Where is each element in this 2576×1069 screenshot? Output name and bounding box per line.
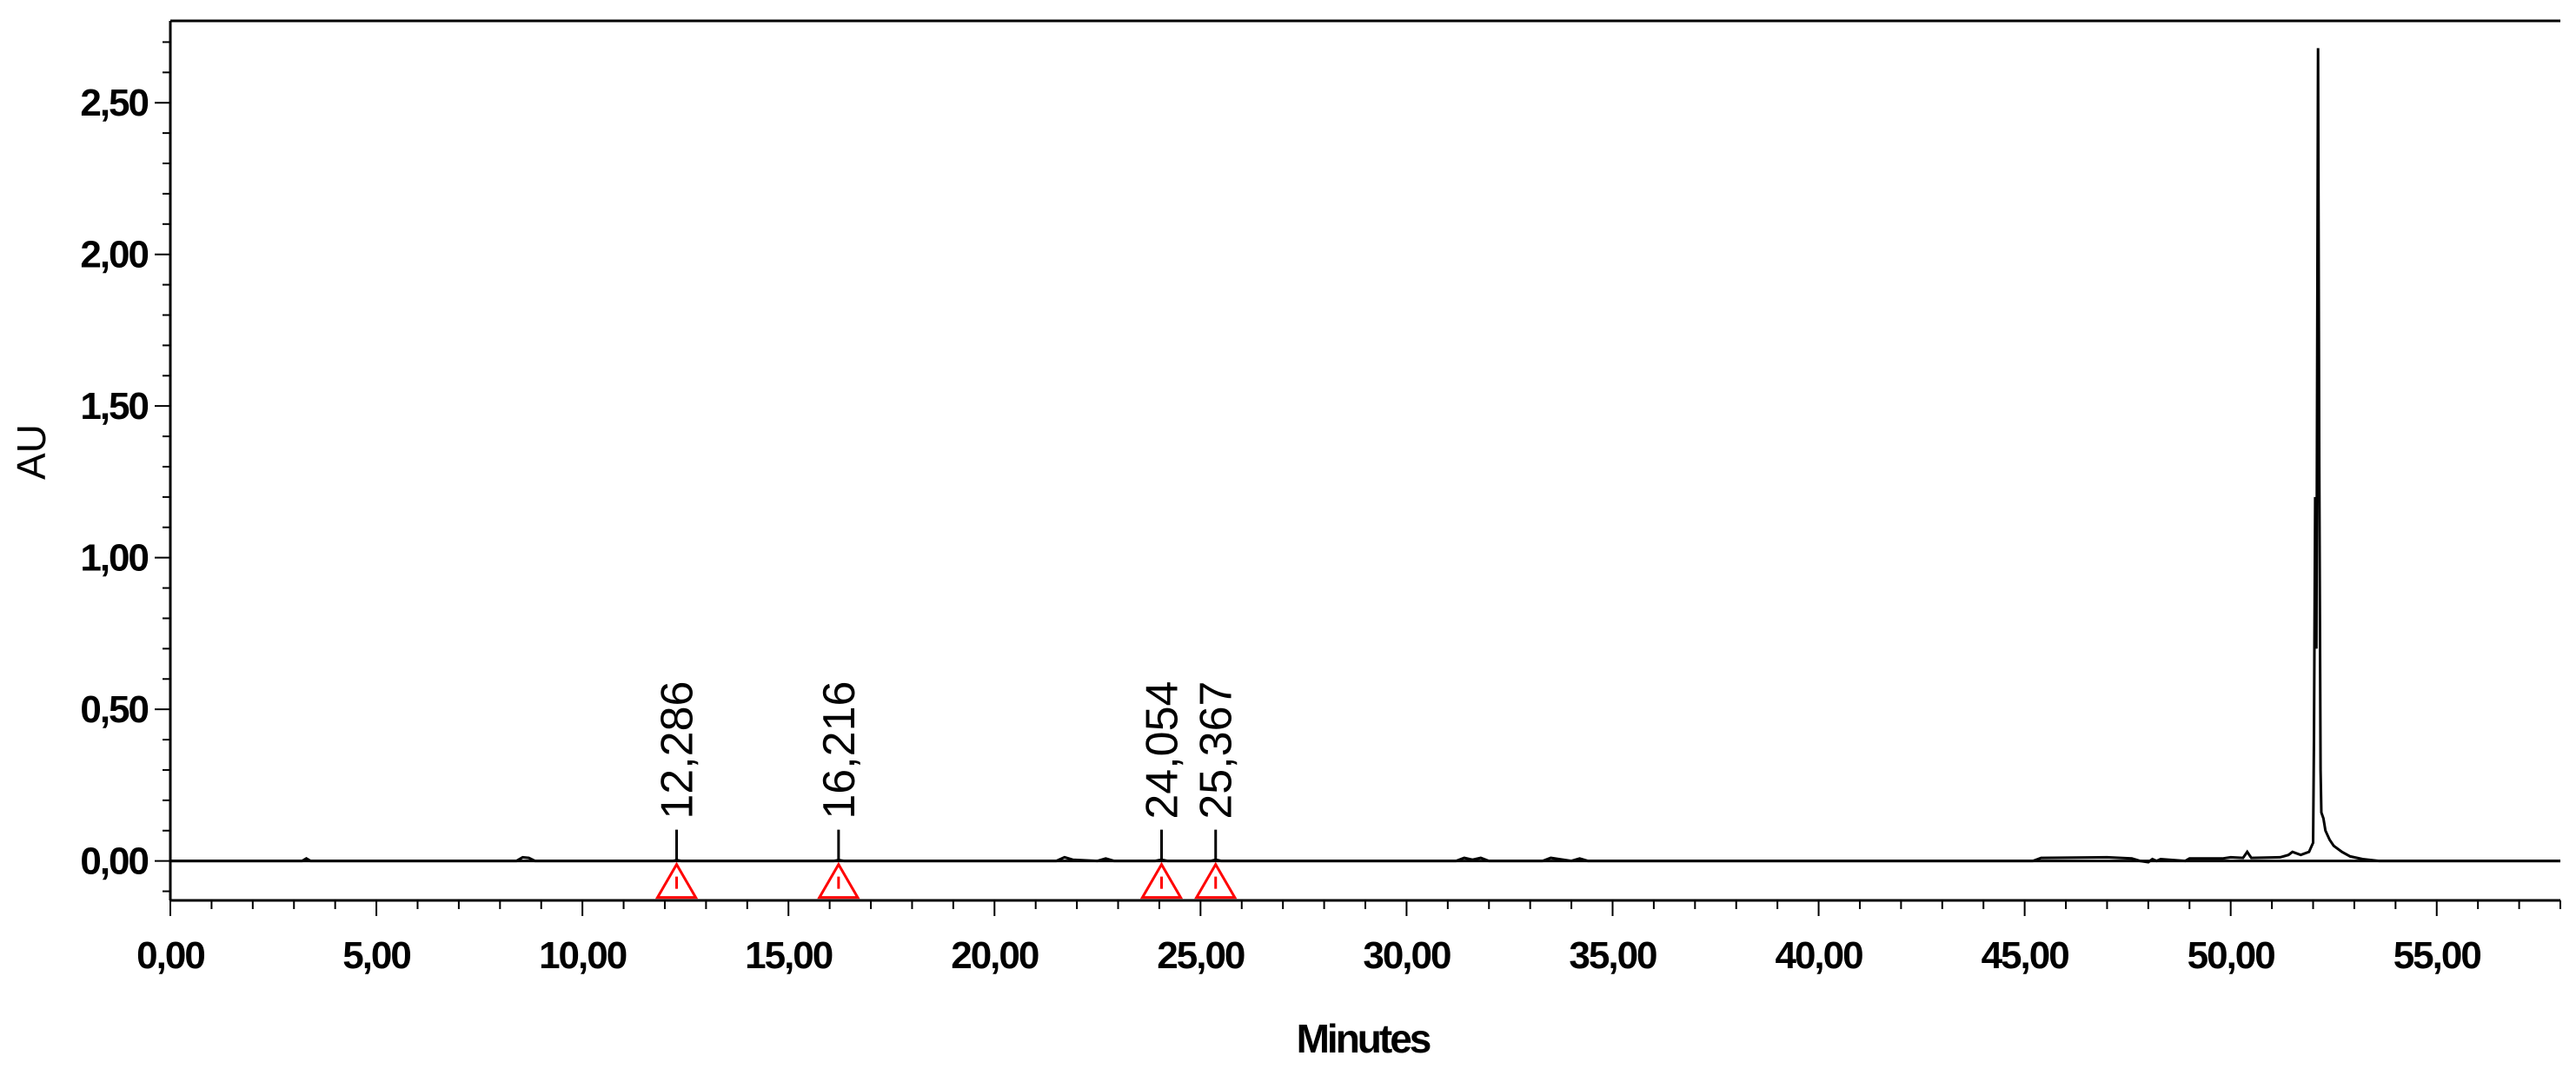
x-tick-label: 55,00 bbox=[2393, 934, 2481, 977]
peak-label: 25,367 bbox=[1192, 681, 1242, 820]
y-tick-label: 2,00 bbox=[80, 234, 148, 276]
peak-marker-triangle bbox=[1139, 861, 1184, 900]
chromatogram-trace-group bbox=[170, 48, 2560, 864]
y-tick-label: 2,50 bbox=[80, 82, 148, 124]
x-tick-label: 40,00 bbox=[1775, 934, 1862, 977]
x-tick-label: 5,00 bbox=[342, 934, 410, 977]
peak-markers: 12,286 16,216 24,054 25,367 bbox=[653, 681, 1242, 900]
x-tick-label: 25,00 bbox=[1157, 934, 1245, 977]
x-tick-label: 35,00 bbox=[1569, 934, 1656, 977]
peak-label: 16,216 bbox=[814, 681, 865, 820]
y-tick-label: 1,00 bbox=[80, 537, 148, 580]
y-tick-label: 1,50 bbox=[80, 385, 148, 428]
peak-marker-triangle bbox=[817, 861, 860, 900]
x-axis: 0,00 5,00 10,00 15,00 20,00 25,00 30,00 35,00 40… bbox=[136, 900, 2561, 977]
plot-frame bbox=[169, 19, 2560, 902]
y-tick-label: 0,00 bbox=[80, 840, 148, 883]
peak-label: 12,286 bbox=[653, 681, 703, 820]
x-tick-label: 0,00 bbox=[136, 934, 204, 977]
x-tick-label: 20,00 bbox=[951, 934, 1039, 977]
x-tick-label: 45,00 bbox=[1982, 934, 2069, 977]
x-axis-title: Minutes bbox=[1297, 1016, 1431, 1061]
peak-marker-triangle bbox=[1194, 861, 1238, 900]
x-tick-label: 30,00 bbox=[1363, 934, 1451, 977]
y-axis-title: AU bbox=[9, 424, 54, 480]
peak-label: 24,054 bbox=[1137, 681, 1187, 820]
chromatogram-trace bbox=[170, 48, 2560, 864]
peak-marker-triangle bbox=[654, 861, 699, 900]
y-axis: 0,00 0,50 1,00 1,50 2,00 2,50 bbox=[80, 41, 170, 893]
x-tick-label: 10,00 bbox=[539, 934, 627, 977]
x-tick-label: 50,00 bbox=[2188, 934, 2275, 977]
y-tick-label: 0,50 bbox=[80, 688, 148, 731]
x-tick-label: 15,00 bbox=[745, 934, 833, 977]
